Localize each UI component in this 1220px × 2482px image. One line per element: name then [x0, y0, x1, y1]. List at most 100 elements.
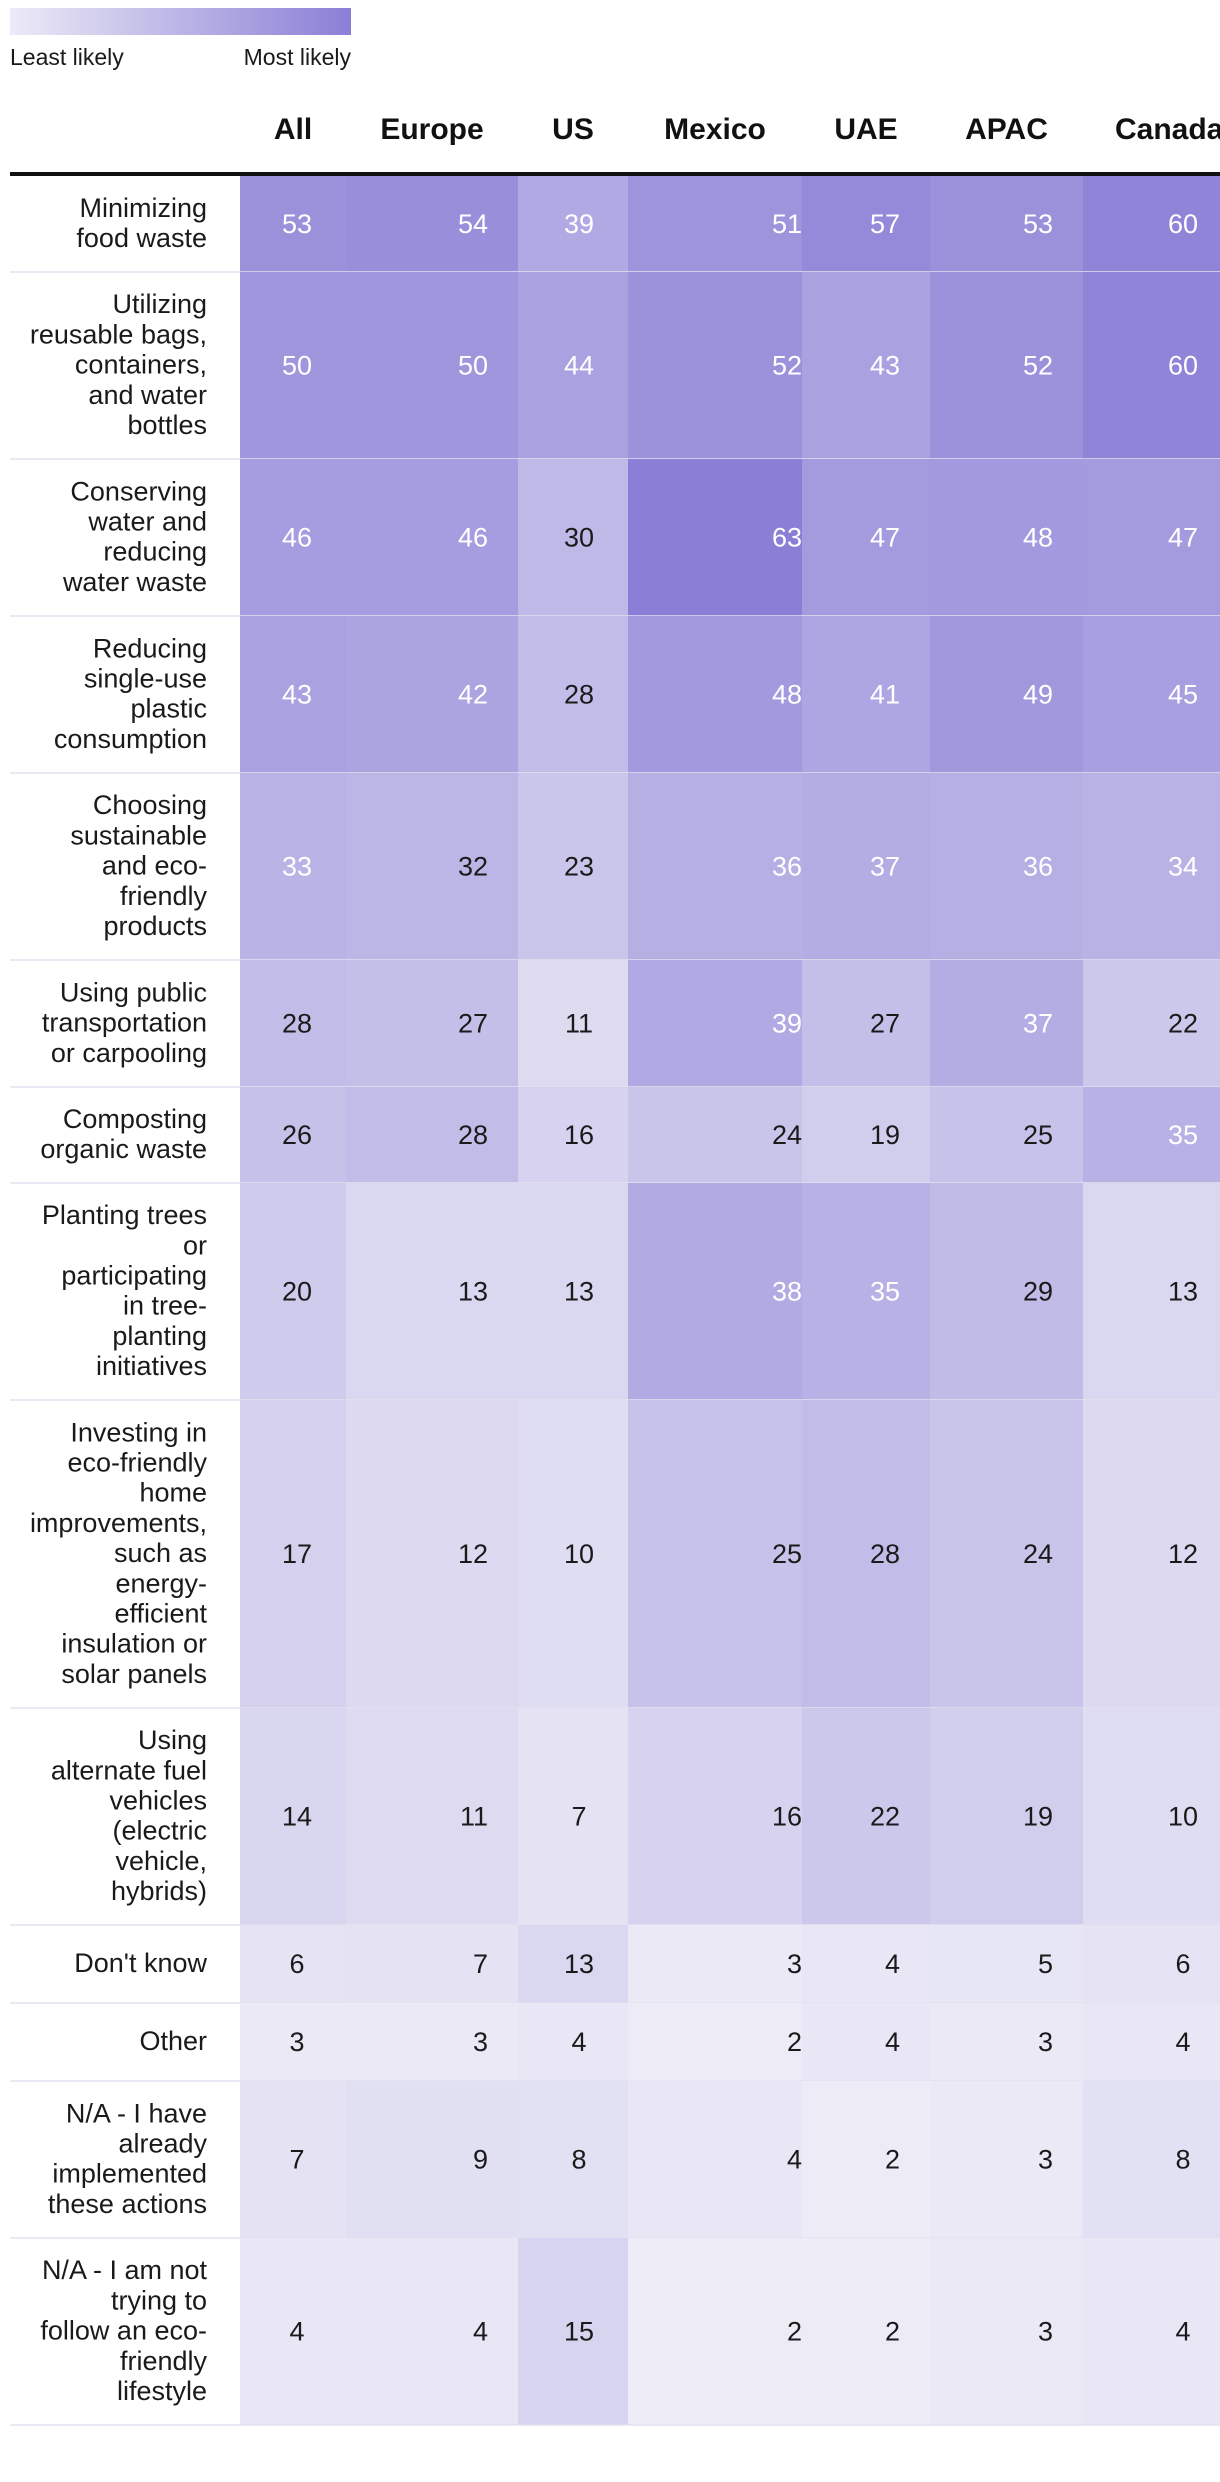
cell-value: 4 [473, 2317, 488, 2347]
heatmap-cell [518, 616, 628, 773]
heatmap-cell [518, 1087, 628, 1183]
column-header-all: All [274, 113, 312, 146]
cell-value: 7 [289, 2145, 304, 2175]
row-label: lifestyle [117, 2376, 207, 2406]
heatmap-cell [1083, 1183, 1220, 1400]
heatmap-cell [518, 176, 628, 272]
heatmap-cell [1083, 2238, 1220, 2425]
row-label: and eco- [102, 851, 207, 881]
heatmap-cell [346, 176, 518, 272]
row-label: improvements, [30, 1508, 207, 1538]
heatmap-cell [240, 272, 346, 459]
cell-value: 60 [1168, 351, 1198, 381]
row-label: plastic [130, 694, 207, 724]
cell-value: 23 [564, 852, 594, 882]
cell-value: 6 [1175, 1949, 1190, 1979]
cell-value: 3 [1038, 2027, 1053, 2057]
cell-value: 3 [1038, 2317, 1053, 2347]
heatmap-cell [346, 1925, 518, 2003]
heatmap-cell [628, 2003, 802, 2081]
cell-value: 25 [772, 1539, 802, 1569]
cell-value: 54 [458, 209, 488, 239]
heatmap-cell [1083, 459, 1220, 616]
heatmap-cell [628, 176, 802, 272]
cell-value: 9 [473, 2145, 488, 2175]
heatmap-cell [240, 2238, 346, 2425]
heatmap-cell [802, 459, 930, 616]
cell-value: 36 [772, 852, 802, 882]
row-label: consumption [54, 724, 207, 754]
column-header-apac: APAC [965, 113, 1048, 146]
heatmap-cell [802, 1087, 930, 1183]
cell-value: 38 [772, 1277, 802, 1307]
row-label: containers, [75, 350, 207, 380]
cell-value: 33 [282, 852, 312, 882]
cell-value: 28 [870, 1539, 900, 1569]
row-label: sustainable [70, 820, 207, 850]
heatmap-cell [628, 960, 802, 1087]
row-label: solar panels [61, 1659, 207, 1689]
cell-value: 50 [282, 351, 312, 381]
cell-value: 4 [571, 2027, 586, 2057]
heatmap-cell [1083, 1087, 1220, 1183]
heatmap-cell [628, 272, 802, 459]
heatmap-cell [930, 272, 1083, 459]
row-label: reducing [103, 537, 207, 567]
row-label: trying to [111, 2285, 207, 2315]
cell-value: 2 [787, 2317, 802, 2347]
cell-value: 12 [1168, 1539, 1198, 1569]
heatmap-cell [802, 1183, 930, 1400]
heatmap-cell [930, 1708, 1083, 1925]
row-label: such as [114, 1538, 207, 1568]
row-label: friendly [120, 881, 208, 911]
row-label: Using [138, 1725, 207, 1755]
row-label: implemented [52, 2159, 207, 2189]
cell-value: 4 [885, 1949, 900, 1979]
heatmap-cell [518, 1183, 628, 1400]
heatmap-cell [240, 773, 346, 960]
row-label: and water [88, 380, 207, 410]
heatmap-cell [518, 272, 628, 459]
heatmap-cell [930, 773, 1083, 960]
heatmap-cell [802, 2238, 930, 2425]
heatmap-cell [240, 459, 346, 616]
row-label: hybrids) [111, 1876, 207, 1906]
heatmap-cell [1083, 960, 1220, 1087]
heatmap-cell [628, 459, 802, 616]
cell-value: 4 [787, 2145, 802, 2175]
row-label: initiatives [96, 1351, 207, 1381]
row-label: Reducing [93, 633, 207, 663]
heatmap-cell [346, 773, 518, 960]
cell-value: 52 [772, 351, 802, 381]
cell-value: 27 [458, 1009, 488, 1039]
cell-value: 52 [1023, 351, 1053, 381]
cell-value: 30 [564, 523, 594, 553]
cell-value: 28 [564, 680, 594, 710]
heatmap-cell [240, 960, 346, 1087]
row-label: bottles [127, 410, 207, 440]
cell-value: 19 [870, 1120, 900, 1150]
cell-value: 46 [458, 523, 488, 553]
heatmap-cell [930, 2003, 1083, 2081]
cell-value: 44 [564, 351, 594, 381]
heatmap-cell [930, 2238, 1083, 2425]
cell-value: 43 [870, 351, 900, 381]
heatmap-cell [930, 616, 1083, 773]
heatmap-cell [518, 1925, 628, 2003]
heatmap-cell [930, 1087, 1083, 1183]
row-label: these actions [48, 2189, 207, 2219]
cell-value: 37 [870, 852, 900, 882]
column-header-mexico: Mexico [664, 113, 766, 146]
cell-value: 11 [565, 1009, 593, 1039]
heatmap-cell [346, 2081, 518, 2238]
cell-value: 50 [458, 351, 488, 381]
heatmap-cell [518, 960, 628, 1087]
row-label: Choosing [93, 790, 207, 820]
row-label: Composting [63, 1104, 207, 1134]
cell-value: 47 [1168, 523, 1198, 553]
cell-value: 28 [282, 1009, 312, 1039]
heatmap-cell [240, 1087, 346, 1183]
heatmap-cell [628, 2238, 802, 2425]
row-label: participating [61, 1261, 207, 1291]
row-label: (electric [112, 1816, 207, 1846]
